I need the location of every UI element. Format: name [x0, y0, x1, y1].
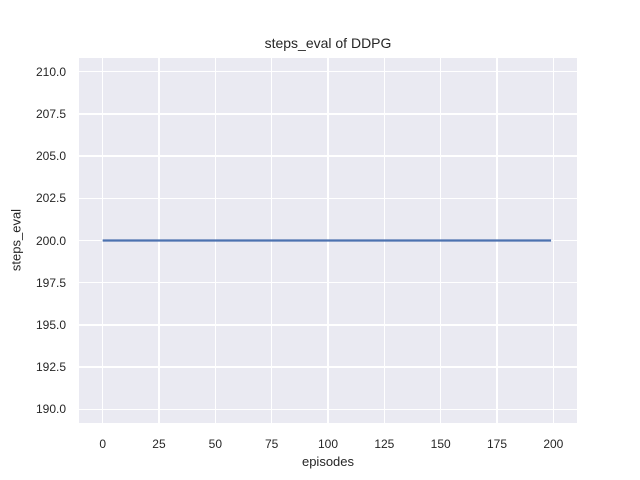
- y-gridline: [79, 197, 577, 199]
- x-tick-label: 75: [264, 437, 279, 451]
- x-tick-label: 50: [208, 437, 223, 451]
- x-tick-label: 100: [317, 437, 339, 451]
- y-tick-label: 197.5: [35, 275, 66, 290]
- x-tick-label: 125: [374, 437, 395, 451]
- y-tick-label: 207.5: [35, 106, 66, 121]
- y-gridline: [79, 113, 577, 115]
- chart-title: steps_eval of DDPG: [264, 35, 392, 51]
- y-tick-label: 202.5: [35, 191, 66, 206]
- x-tick-label: 175: [486, 437, 508, 451]
- y-gridline: [79, 408, 577, 411]
- y-tick-label: 210.0: [35, 64, 66, 79]
- y-tick-label: 195.0: [35, 317, 66, 332]
- y-tick-label: 205.0: [35, 149, 66, 163]
- y-tick-label: 200.0: [35, 233, 66, 248]
- x-tick-label: 150: [430, 437, 451, 451]
- y-tick-label: 190.0: [35, 402, 66, 417]
- y-gridline: [79, 155, 577, 157]
- x-tick-label: 0: [99, 437, 106, 451]
- y-gridline: [79, 281, 577, 284]
- y-gridline: [79, 70, 577, 73]
- y-tick-label: 192.5: [35, 360, 66, 375]
- plot-area: [79, 58, 577, 423]
- y-gridline: [79, 366, 577, 368]
- y-gridline: [79, 324, 577, 326]
- data-series-svg: [102, 239, 552, 242]
- x-axis-label: episodes: [301, 454, 355, 469]
- x-tick-label: 25: [152, 437, 166, 451]
- x-tick-label: 200: [543, 437, 564, 451]
